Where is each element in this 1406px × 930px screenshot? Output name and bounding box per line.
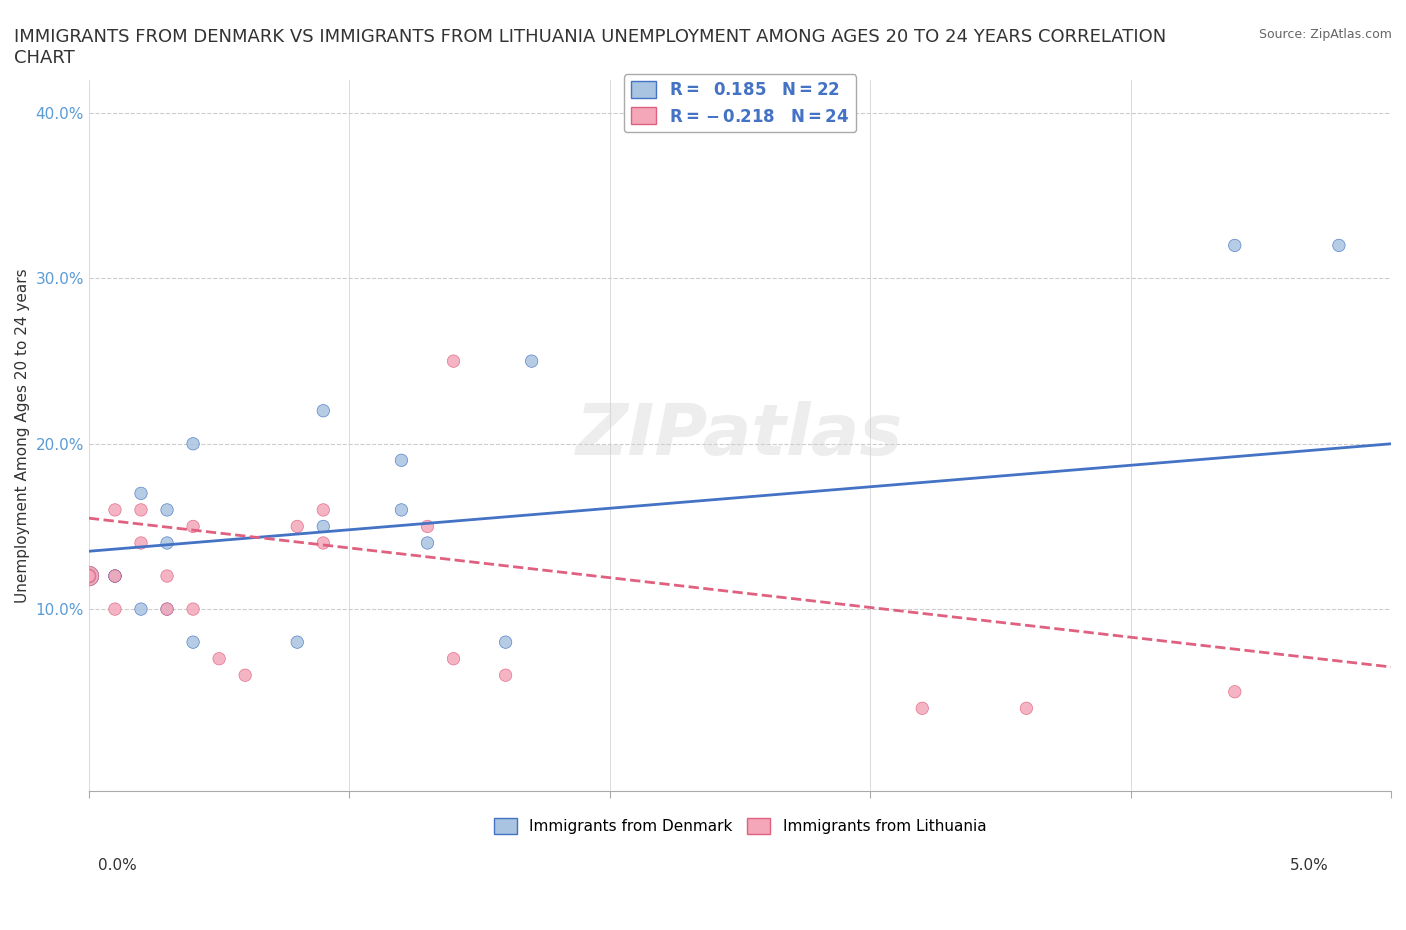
Point <box>1327 238 1350 253</box>
Point <box>495 668 517 683</box>
Point <box>129 536 152 551</box>
Point <box>208 651 231 666</box>
Point <box>104 502 127 517</box>
Legend: Immigrants from Denmark, Immigrants from Lithuania: Immigrants from Denmark, Immigrants from… <box>488 812 993 840</box>
Point <box>416 536 439 551</box>
Point <box>104 568 127 583</box>
Point <box>312 519 335 534</box>
Point <box>1223 684 1246 699</box>
Point <box>104 568 127 583</box>
Point <box>312 536 335 551</box>
Point <box>156 602 179 617</box>
Point <box>181 436 204 451</box>
Text: Source: ZipAtlas.com: Source: ZipAtlas.com <box>1258 28 1392 41</box>
Point <box>104 602 127 617</box>
Point <box>156 568 179 583</box>
Text: IMMIGRANTS FROM DENMARK VS IMMIGRANTS FROM LITHUANIA UNEMPLOYMENT AMONG AGES 20 : IMMIGRANTS FROM DENMARK VS IMMIGRANTS FR… <box>14 28 1167 67</box>
Point <box>77 568 100 583</box>
Point <box>312 404 335 418</box>
Point <box>156 602 179 617</box>
Point <box>285 635 308 650</box>
Point <box>129 502 152 517</box>
Point <box>391 502 413 517</box>
Text: 0.0%: 0.0% <box>98 857 138 872</box>
Point <box>443 651 465 666</box>
Point <box>443 353 465 368</box>
Point <box>129 486 152 501</box>
Text: ZIPatlas: ZIPatlas <box>576 401 904 470</box>
Point <box>77 568 100 583</box>
Point <box>181 519 204 534</box>
Point <box>520 353 543 368</box>
Point <box>416 519 439 534</box>
Point <box>104 568 127 583</box>
Point <box>312 502 335 517</box>
Point <box>156 502 179 517</box>
Y-axis label: Unemployment Among Ages 20 to 24 years: Unemployment Among Ages 20 to 24 years <box>15 268 30 603</box>
Point <box>1223 238 1246 253</box>
Point <box>129 602 152 617</box>
Point <box>77 568 100 583</box>
Text: 5.0%: 5.0% <box>1289 857 1329 872</box>
Point <box>1015 701 1038 716</box>
Point <box>495 635 517 650</box>
Point <box>181 602 204 617</box>
Point <box>233 668 256 683</box>
Point <box>911 701 934 716</box>
Point <box>104 568 127 583</box>
Point <box>77 568 100 583</box>
Point <box>77 568 100 583</box>
Point <box>181 635 204 650</box>
Point <box>285 519 308 534</box>
Point <box>391 453 413 468</box>
Point <box>156 536 179 551</box>
